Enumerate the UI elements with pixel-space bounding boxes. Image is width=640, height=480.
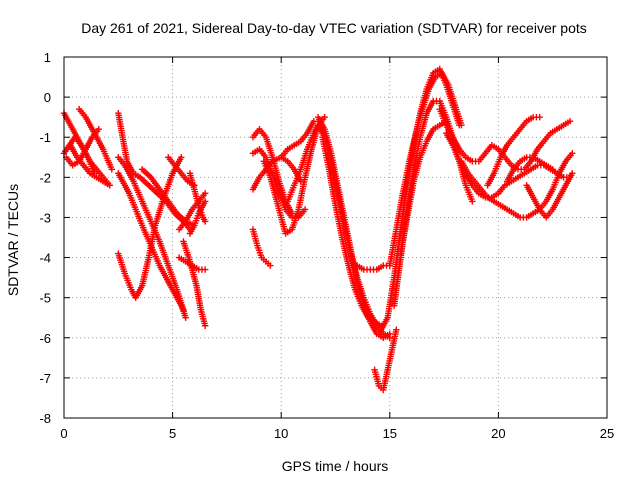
series-arc-26 xyxy=(319,134,385,329)
x-tick-label: 25 xyxy=(600,426,614,441)
series-arc-17 xyxy=(249,226,274,269)
series-arc-30 xyxy=(386,69,465,269)
data-point xyxy=(536,113,543,121)
data-point xyxy=(301,206,309,213)
y-tick-label: -7 xyxy=(39,371,51,386)
series-arc-28 xyxy=(371,326,400,394)
data-point xyxy=(178,154,185,161)
series-arc-27 xyxy=(354,262,393,273)
y-tick-label: -1 xyxy=(39,130,51,145)
y-tick-label: 0 xyxy=(44,90,51,105)
y-tick-label: -2 xyxy=(39,170,51,185)
data-point xyxy=(180,306,187,313)
series-arc-07 xyxy=(115,170,187,313)
data-point xyxy=(95,126,102,133)
data-point xyxy=(569,150,576,157)
series-arc-38 xyxy=(523,170,576,221)
chart-title: Day 261 of 2021, Sidereal Day-to-day VTE… xyxy=(81,20,587,36)
series-arc-16 xyxy=(180,238,209,329)
series-arc-35 xyxy=(458,150,576,221)
series-arc-12 xyxy=(175,190,209,233)
y-tick-label: -5 xyxy=(39,291,51,306)
series-arc-18 xyxy=(249,126,296,217)
data-point xyxy=(569,170,576,177)
y-tick-label: 1 xyxy=(44,50,51,65)
data-point xyxy=(469,198,476,205)
series-arc-21 xyxy=(260,113,328,237)
data-point xyxy=(182,314,189,321)
x-tick-label: 10 xyxy=(274,426,288,441)
x-axis-label: GPS time / hours xyxy=(282,458,389,474)
data-point xyxy=(106,182,113,189)
data-point xyxy=(393,326,400,333)
series-arc-20 xyxy=(249,146,309,221)
data-point xyxy=(201,190,209,197)
y-tick-label: -6 xyxy=(39,331,51,346)
data-point xyxy=(386,334,393,341)
data-point xyxy=(108,166,115,173)
plot-frame xyxy=(63,56,608,419)
x-tick-label: 0 xyxy=(60,426,67,441)
data-point xyxy=(566,117,574,125)
data-point xyxy=(201,198,209,205)
y-tick-label: -4 xyxy=(39,251,51,266)
series-arc-23 xyxy=(284,121,322,205)
data-point xyxy=(549,166,556,173)
series-arc-29 xyxy=(377,65,463,333)
data-point xyxy=(458,121,465,129)
series-arc-14 xyxy=(186,198,209,237)
data-point xyxy=(201,322,209,329)
y-tick-label: -8 xyxy=(39,411,51,426)
data-point xyxy=(201,218,209,225)
series-arc-36 xyxy=(484,113,543,189)
data-point xyxy=(267,262,274,269)
series-arc-25 xyxy=(314,121,393,341)
x-tick-label: 20 xyxy=(491,426,505,441)
x-tick-label: 15 xyxy=(383,426,397,441)
x-tick-label: 5 xyxy=(169,426,176,441)
series-arc-32 xyxy=(397,117,450,257)
data-point xyxy=(321,113,328,121)
series-arc-37 xyxy=(503,154,556,185)
data-points xyxy=(60,65,576,394)
series-arc-08 xyxy=(115,154,185,301)
y-axis-label: SDTVAR / TECUs xyxy=(5,184,21,296)
y-tick-label: -3 xyxy=(39,210,51,225)
data-point xyxy=(201,266,209,273)
series-arc-04 xyxy=(76,105,115,173)
